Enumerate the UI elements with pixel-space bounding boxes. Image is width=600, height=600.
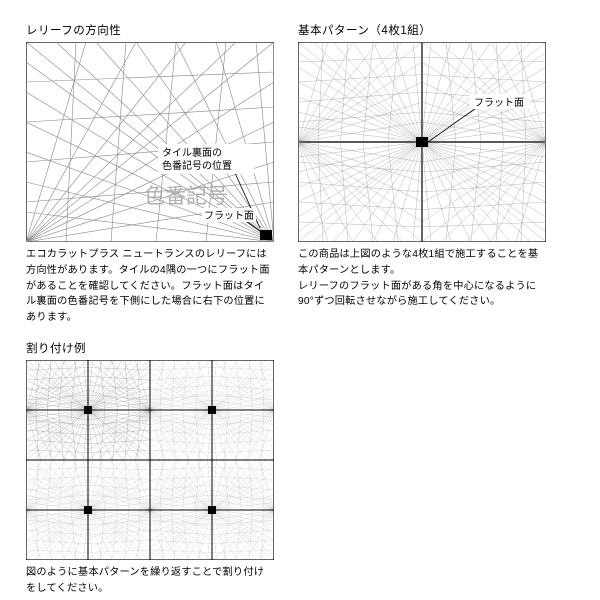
panel1-label-line1: タイル裏面の bbox=[162, 146, 222, 159]
panel1-title: レリーフの方向性 bbox=[26, 22, 274, 38]
panel1-label-line2: 色番記号の位置 bbox=[162, 159, 232, 172]
panel2-figure: フラット面 bbox=[298, 42, 546, 242]
panel3-caption: 図のように基本パターンを繰り返すことで割り付けをしてください。 bbox=[26, 565, 274, 597]
panel1-flat-label: フラット面 bbox=[204, 210, 254, 222]
panel1-watermark: 色番記号 bbox=[144, 185, 228, 208]
panel3-title: 割り付け例 bbox=[26, 340, 274, 356]
panel-basic-pattern: 基本パターン（4枚1組） bbox=[298, 22, 546, 310]
panel3-figure bbox=[26, 360, 274, 560]
panel-layout-example: 割り付け例 bbox=[26, 340, 274, 597]
panel1-caption: エコカラットプラス ニュートランスのレリーフには方向性があります。タイルの4隅の… bbox=[26, 247, 274, 326]
panel1-figure: タイル裏面の 色番記号の位置 色番記号 フラット面 bbox=[26, 42, 274, 242]
panel2-title: 基本パターン（4枚1組） bbox=[298, 22, 546, 38]
row-top: レリーフの方向性 bbox=[26, 22, 574, 326]
panel2-flat-label: フラット面 bbox=[474, 97, 524, 109]
page: レリーフの方向性 bbox=[0, 0, 600, 600]
panel2-caption: この商品は上図のような4枚1組で施工することを基本パターンとします。 レリーフの… bbox=[298, 247, 546, 310]
panel-directionality: レリーフの方向性 bbox=[26, 22, 274, 326]
